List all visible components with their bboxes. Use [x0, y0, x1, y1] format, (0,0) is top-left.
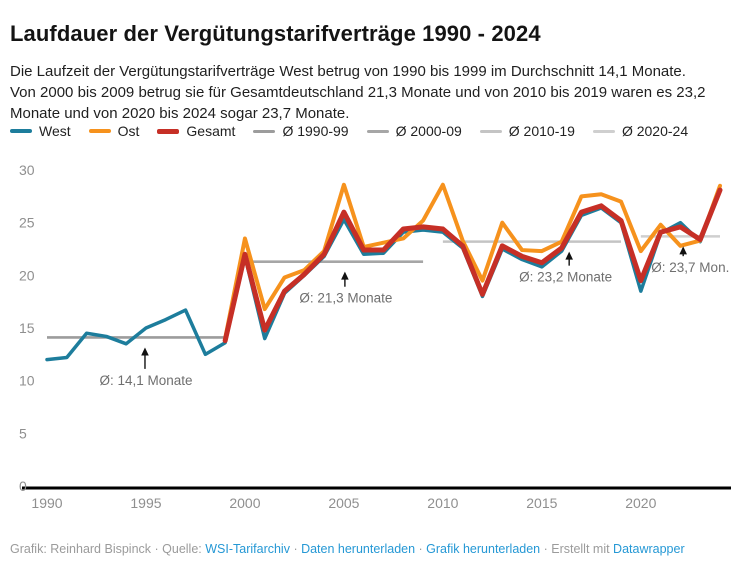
y-tick-label: 25 — [19, 215, 35, 231]
y-tick-label: 0 — [19, 478, 27, 494]
y-tick-label: 30 — [19, 162, 35, 178]
annotation-arrowhead-avg-2020-24 — [679, 246, 687, 255]
x-tick-label: 2005 — [328, 495, 359, 511]
annotation-label-avg-1990-99: Ø: 14,1 Monate — [99, 373, 192, 388]
legend-swatch-icon — [366, 129, 389, 133]
annotation-arrowhead-avg-1990-99 — [141, 347, 149, 356]
y-tick-label: 20 — [19, 267, 35, 283]
chart-svg: 0 5 10 15 20 25 30 1990 1995 2000 2005 2010 2015 2020… — [19, 162, 731, 511]
legend-label: Ø 2010-19 — [508, 123, 575, 139]
legend-item-avg-2000-09: Ø 2000-09 — [366, 123, 462, 139]
legend-swatch-icon — [157, 128, 180, 134]
x-tick-label: 1990 — [31, 495, 62, 511]
footer-link-datawrapper[interactable]: Datawrapper — [613, 542, 685, 556]
series-line-ost — [223, 182, 722, 341]
legend-item-west: West — [10, 123, 71, 139]
legend-item-avg-1990-99: Ø 1990-99 — [253, 123, 349, 139]
footer-separator: · — [151, 542, 163, 556]
footer-created-with: Erstellt mit — [551, 542, 614, 556]
y-tick-label: 15 — [19, 320, 35, 336]
legend-swatch-icon — [253, 129, 276, 133]
annotation-label-avg-2010-19: Ø: 23,2 Monate — [519, 270, 612, 285]
line-chart: 0 5 10 15 20 25 30 1990 1995 2000 2005 2010 2015 2020… — [0, 150, 739, 515]
series-line-gesamt — [222, 187, 723, 344]
legend-swatch-icon — [592, 129, 615, 133]
footer-separator: · — [415, 542, 427, 556]
x-tick-label: 2000 — [229, 495, 260, 511]
x-tick-label: 1995 — [130, 495, 161, 511]
footer-source-label: Quelle: — [162, 542, 206, 556]
page-title: Laufdauer der Vergütungstarifverträge 19… — [10, 20, 541, 46]
legend-label: Ø 2000-09 — [395, 123, 462, 139]
chart-description: Die Laufzeit der Vergütungstarifverträge… — [10, 63, 706, 122]
annotation-label-avg-2000-09: Ø: 21,3 Monate — [299, 291, 392, 306]
annotation-arrowhead-avg-2000-09 — [341, 271, 349, 280]
legend: West Ost Gesamt Ø 1990-99 Ø 2000-09 Ø 2010-19… — [10, 123, 688, 139]
legend-label: Ost — [117, 123, 140, 139]
x-tick-label: 2015 — [526, 495, 557, 511]
legend-label: Ø 1990-99 — [282, 123, 349, 139]
footer-separator: · — [540, 542, 552, 556]
y-tick-label: 5 — [19, 425, 27, 441]
legend-item-avg-2020-24: Ø 2020-24 — [592, 123, 689, 139]
x-tick-label: 2020 — [625, 495, 656, 511]
footer-link-download-image[interactable]: Grafik herunterladen — [426, 542, 541, 556]
legend-label: Ø 2020-24 — [621, 123, 689, 139]
annotation-arrowhead-avg-2010-19 — [565, 251, 573, 260]
legend-item-ost: Ost — [88, 123, 140, 139]
legend-swatch-icon — [10, 129, 32, 133]
footer: Grafik: Reinhard Bispinck · Quelle: WSI-… — [10, 542, 735, 556]
footer-credit: Grafik: Reinhard Bispinck — [10, 542, 152, 556]
annotation-label-avg-2020-24: Ø: 23,7 Mon. — [651, 260, 729, 275]
y-tick-label: 10 — [19, 373, 35, 389]
x-tick-label: 2010 — [427, 495, 458, 511]
legend-label: Gesamt — [186, 123, 236, 139]
legend-swatch-icon — [479, 129, 502, 133]
legend-label: West — [39, 123, 71, 139]
legend-swatch-icon — [88, 129, 111, 133]
footer-separator: · — [289, 542, 302, 556]
legend-item-gesamt: Gesamt — [157, 123, 235, 139]
footer-link-download-data[interactable]: Daten herunterladen — [301, 542, 416, 556]
legend-item-avg-2010-19: Ø 2010-19 — [479, 123, 575, 139]
footer-link-source[interactable]: WSI-Tarifarchiv — [205, 542, 290, 556]
